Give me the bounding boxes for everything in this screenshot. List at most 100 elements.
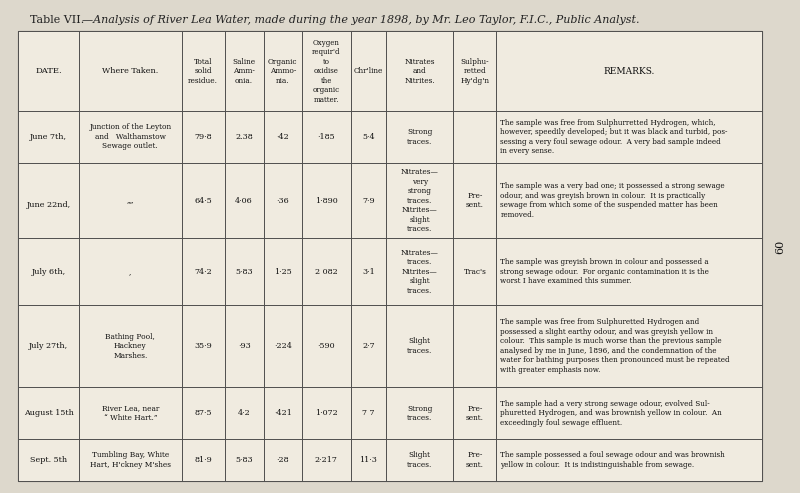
Text: 2·7: 2·7 <box>362 342 374 350</box>
Bar <box>386 111 454 163</box>
Text: „„: „„ <box>126 197 134 205</box>
Text: 2·217: 2·217 <box>315 456 338 464</box>
Bar <box>225 239 263 305</box>
Text: The sample possessed a foul sewage odour and was brownish
yellow in colour.  It : The sample possessed a foul sewage odour… <box>500 451 725 469</box>
Text: 87·5: 87·5 <box>194 409 212 417</box>
Bar <box>79 111 182 163</box>
Text: ·421: ·421 <box>274 409 292 417</box>
Text: Table VII.: Table VII. <box>30 15 84 25</box>
Text: Bathing Pool,
Hackney
Marshes.: Bathing Pool, Hackney Marshes. <box>106 333 155 360</box>
Text: River Lea, near
“ White Hart.”: River Lea, near “ White Hart.” <box>102 405 159 422</box>
Text: ·36: ·36 <box>277 197 290 205</box>
Bar <box>302 163 350 239</box>
Text: June 7th,: June 7th, <box>30 133 67 141</box>
Bar <box>263 31 302 111</box>
Bar <box>18 387 79 439</box>
Text: —Analysis of River Lea Water, made during the year 1898, by Mr. Leo Taylor, F.I.: —Analysis of River Lea Water, made durin… <box>82 15 639 25</box>
Bar <box>182 111 225 163</box>
Bar <box>225 163 263 239</box>
Text: Sept. 5th: Sept. 5th <box>30 456 67 464</box>
Bar <box>386 239 454 305</box>
Bar <box>79 163 182 239</box>
Text: 2.38: 2.38 <box>235 133 253 141</box>
Text: ,: , <box>129 268 131 276</box>
Text: Strong
traces.: Strong traces. <box>407 128 433 146</box>
Bar <box>18 31 79 111</box>
Text: 5·83: 5·83 <box>235 268 253 276</box>
Bar <box>302 387 350 439</box>
Bar <box>386 439 454 481</box>
Text: 1·25: 1·25 <box>274 268 292 276</box>
Text: 79·8: 79·8 <box>194 133 212 141</box>
Bar <box>79 239 182 305</box>
Bar <box>496 387 762 439</box>
Text: 74·2: 74·2 <box>194 268 212 276</box>
Bar <box>79 439 182 481</box>
Text: ·185: ·185 <box>318 133 335 141</box>
Bar <box>18 239 79 305</box>
Bar <box>225 439 263 481</box>
Bar <box>225 305 263 387</box>
Text: Saline
Amm-
onia.: Saline Amm- onia. <box>233 58 256 85</box>
Bar <box>496 305 762 387</box>
Text: Chr'line: Chr'line <box>354 67 383 75</box>
Bar <box>79 31 182 111</box>
Bar <box>79 305 182 387</box>
Text: 5·4: 5·4 <box>362 133 374 141</box>
Bar <box>454 163 496 239</box>
Bar <box>182 439 225 481</box>
Bar <box>263 305 302 387</box>
Bar <box>454 305 496 387</box>
Text: Organic
Ammo-
nia.: Organic Ammo- nia. <box>268 58 298 85</box>
Text: Junction of the Leyton
and   Walthamstow
Sewage outlet.: Junction of the Leyton and Walthamstow S… <box>90 123 171 150</box>
Bar <box>18 163 79 239</box>
Bar <box>302 305 350 387</box>
Bar <box>350 439 386 481</box>
Bar <box>386 163 454 239</box>
Bar <box>386 305 454 387</box>
Bar <box>454 439 496 481</box>
Text: Trac's: Trac's <box>463 268 486 276</box>
Text: Tumbling Bay, White
Hart, H'ckney M'shes: Tumbling Bay, White Hart, H'ckney M'shes <box>90 451 171 469</box>
Bar <box>263 439 302 481</box>
Bar <box>350 163 386 239</box>
Text: 1·072: 1·072 <box>315 409 338 417</box>
Text: Strong
traces.: Strong traces. <box>407 405 433 422</box>
Text: The sample had a very strong sewage odour, evolved Sul-
phuretted Hydrogen, and : The sample had a very strong sewage odou… <box>500 400 722 427</box>
Text: The sample was free from Sulphuretted Hydrogen and
possessed a slight earthy odo: The sample was free from Sulphuretted Hy… <box>500 318 730 374</box>
Text: 64·5: 64·5 <box>194 197 212 205</box>
Text: The sample was free from Sulphurretted Hydrogen, which,
however, speedily develo: The sample was free from Sulphurretted H… <box>500 119 728 155</box>
Text: 3·1: 3·1 <box>362 268 374 276</box>
Bar <box>18 305 79 387</box>
Text: 2 082: 2 082 <box>315 268 338 276</box>
Bar <box>496 239 762 305</box>
Text: ·590: ·590 <box>318 342 335 350</box>
Text: Sulphu-
retted
Hy'dg'n: Sulphu- retted Hy'dg'n <box>460 58 490 85</box>
Bar <box>182 163 225 239</box>
Bar <box>302 439 350 481</box>
Text: ·93: ·93 <box>238 342 250 350</box>
Bar <box>496 163 762 239</box>
Text: July 27th,: July 27th, <box>29 342 68 350</box>
Bar <box>350 305 386 387</box>
Text: 4·06: 4·06 <box>235 197 253 205</box>
Text: The sample was greyish brown in colour and possessed a
strong sewage odour.  For: The sample was greyish brown in colour a… <box>500 258 710 285</box>
Bar <box>386 387 454 439</box>
Text: 60: 60 <box>775 240 785 254</box>
Bar <box>454 239 496 305</box>
Text: Pre-
sent.: Pre- sent. <box>466 451 484 469</box>
Bar <box>18 111 79 163</box>
Text: Nitrates—
traces.
Nitrites—
slight
traces.: Nitrates— traces. Nitrites— slight trace… <box>401 249 438 295</box>
Bar <box>182 387 225 439</box>
Text: 4·2: 4·2 <box>238 409 250 417</box>
Bar <box>225 111 263 163</box>
Text: July 6th,: July 6th, <box>31 268 66 276</box>
Bar <box>225 31 263 111</box>
Bar <box>454 31 496 111</box>
Text: 11·3: 11·3 <box>359 456 378 464</box>
Bar <box>302 239 350 305</box>
Bar <box>263 163 302 239</box>
Text: June 22nd,: June 22nd, <box>26 201 70 209</box>
Bar <box>496 439 762 481</box>
Text: August 15th: August 15th <box>23 409 74 417</box>
